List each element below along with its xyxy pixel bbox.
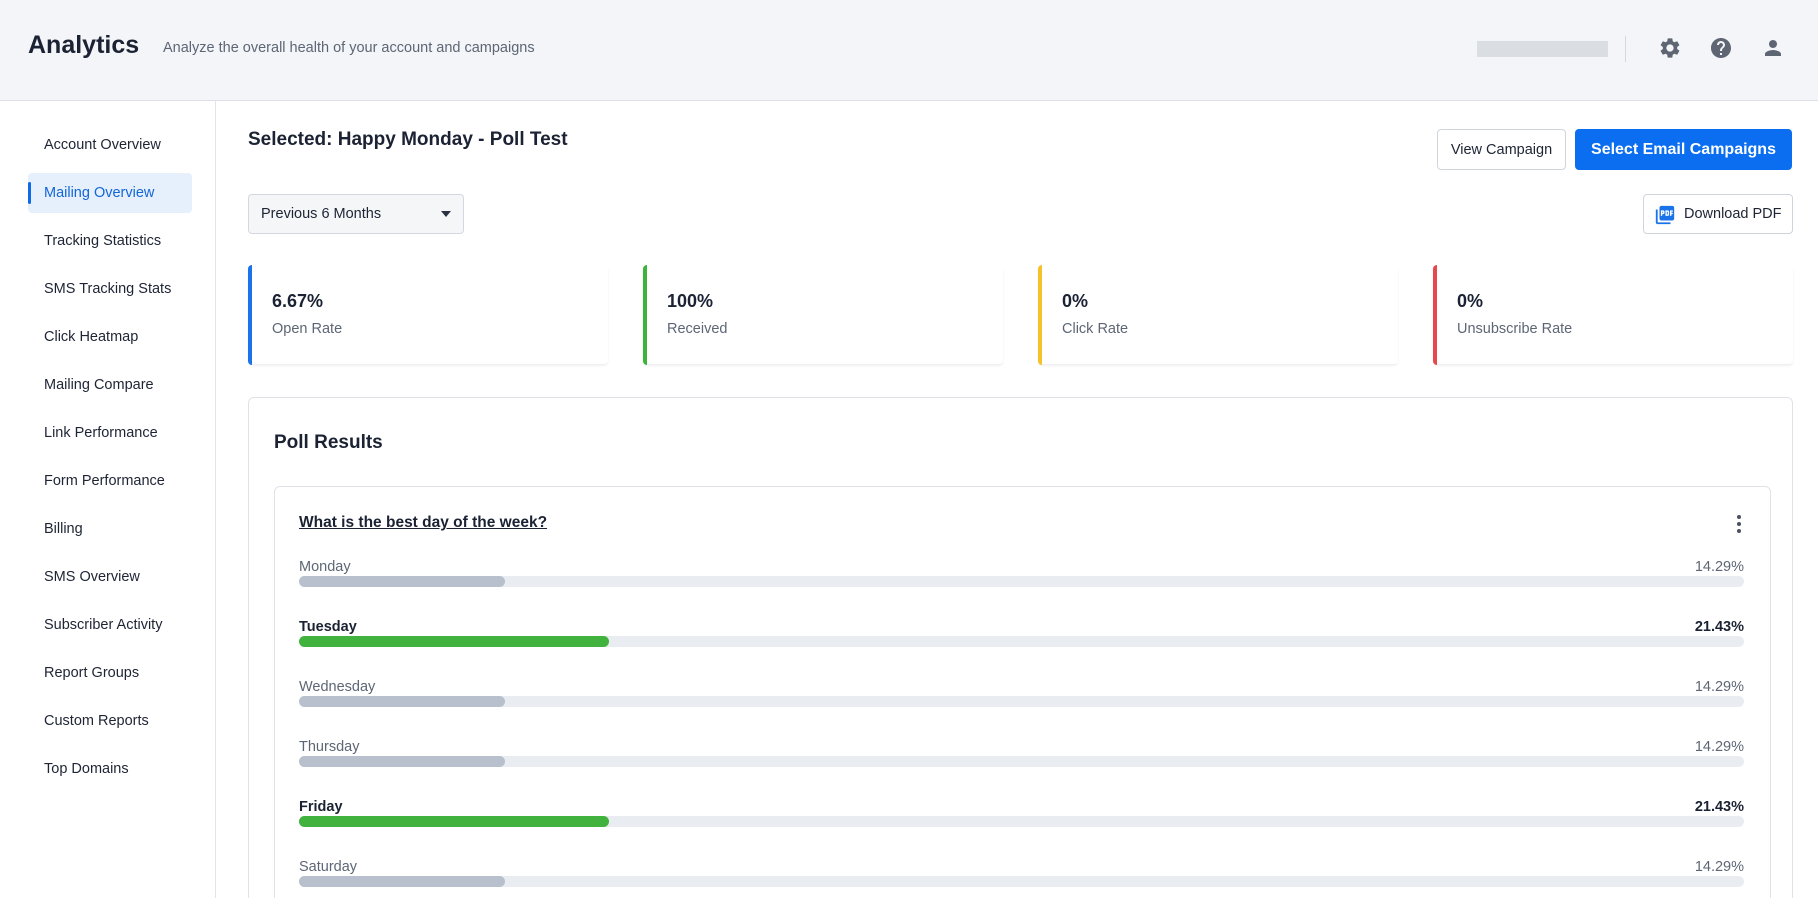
poll-option-label: Monday [299, 559, 351, 575]
period-select-value: Previous 6 Months [261, 206, 382, 222]
poll-option-percent: 14.29% [1694, 859, 1744, 875]
poll-option-track [299, 636, 1744, 647]
stat-card-click-rate: 0% Click Rate [1038, 265, 1398, 365]
sidebar-item-form-performance[interactable]: Form Performance [44, 473, 165, 489]
sidebar-item-report-groups[interactable]: Report Groups [44, 665, 140, 681]
stat-accent-bar [248, 265, 252, 365]
poll-option-track [299, 756, 1744, 767]
caret-down-icon [441, 211, 451, 217]
sidebar-item-sms-overview[interactable]: SMS Overview [44, 569, 140, 585]
poll-option-percent: 14.29% [1694, 739, 1744, 755]
poll-option-row: Friday 21.43% [299, 799, 1744, 845]
poll-results-panel: Poll Results What is the best day of the… [248, 397, 1793, 898]
sidebar-item-account-overview[interactable]: Account Overview [44, 137, 161, 153]
sidebar-item-billing[interactable]: Billing [44, 521, 83, 537]
poll-option-percent: 21.43% [1694, 799, 1744, 815]
poll-option-track [299, 816, 1744, 827]
poll-option-row: Tuesday 21.43% [299, 619, 1744, 665]
stat-label: Open Rate [272, 321, 343, 337]
poll-option-track [299, 576, 1744, 587]
sidebar-nav: Account Overview Mailing Overview Tracki… [0, 101, 216, 898]
sidebar-item-link-performance[interactable]: Link Performance [44, 425, 158, 441]
stat-card-unsubscribe-rate: 0% Unsubscribe Rate [1433, 265, 1793, 365]
poll-option-fill [299, 636, 609, 647]
stat-label: Click Rate [1062, 321, 1129, 337]
gear-icon[interactable] [1658, 36, 1682, 60]
sidebar-item-sms-tracking-stats[interactable]: SMS Tracking Stats [44, 281, 172, 297]
help-icon[interactable] [1709, 36, 1733, 60]
sidebar-item-click-heatmap[interactable]: Click Heatmap [44, 329, 139, 345]
poll-option-row: Monday 14.29% [299, 559, 1744, 605]
stat-label: Unsubscribe Rate [1457, 321, 1573, 337]
stat-card-open-rate: 6.67% Open Rate [248, 265, 608, 365]
sidebar-item-subscriber-activity[interactable]: Subscriber Activity [44, 617, 163, 633]
poll-option-fill [299, 576, 506, 587]
download-pdf-label: Download PDF [1684, 206, 1782, 222]
poll-option-percent: 14.29% [1694, 559, 1744, 575]
app-title: Analytics [28, 31, 140, 59]
stat-accent-bar [1433, 265, 1437, 365]
poll-results-heading: Poll Results [274, 432, 383, 453]
sidebar-item-mailing-overview[interactable]: Mailing Overview [28, 173, 192, 213]
topbar-divider [1625, 36, 1626, 62]
stat-value: 100% [667, 291, 714, 311]
poll-option-fill [299, 816, 609, 827]
user-icon[interactable] [1761, 36, 1785, 60]
poll-option-percent: 14.29% [1694, 679, 1744, 695]
sidebar-item-tracking-statistics[interactable]: Tracking Statistics [44, 233, 162, 249]
app-subtitle: Analyze the overall health of your accou… [163, 40, 535, 56]
poll-option-fill [299, 756, 506, 767]
stat-value: 0% [1062, 291, 1089, 311]
select-email-campaigns-button[interactable]: Select Email Campaigns [1575, 129, 1792, 170]
stat-accent-bar [1038, 265, 1042, 365]
poll-option-label: Thursday [299, 739, 360, 755]
stat-value: 0% [1457, 291, 1484, 311]
poll-option-fill [299, 876, 506, 887]
pdf-file-icon [1654, 204, 1676, 226]
sidebar-item-mailing-compare[interactable]: Mailing Compare [44, 377, 154, 393]
top-bar: Analytics Analyze the overall health of … [0, 0, 1818, 101]
stat-card-received: 100% Received [643, 265, 1003, 365]
poll-option-label: Friday [299, 799, 343, 815]
sidebar-item-top-domains[interactable]: Top Domains [44, 761, 129, 777]
stat-label: Received [667, 321, 728, 337]
more-options-icon[interactable] [1729, 513, 1749, 535]
poll-question-link[interactable]: What is the best day of the week? [299, 514, 548, 531]
poll-option-label: Wednesday [299, 679, 376, 695]
account-name-placeholder [1477, 41, 1608, 57]
poll-option-row: Saturday 14.29% [299, 859, 1744, 898]
poll-option-track [299, 696, 1744, 707]
view-campaign-button[interactable]: View Campaign [1437, 129, 1566, 170]
main-content: Selected: Happy Monday - Poll Test View … [216, 101, 1818, 898]
poll-question-card: What is the best day of the week? Monday… [274, 486, 1771, 898]
poll-option-percent: 21.43% [1694, 619, 1744, 635]
download-pdf-button[interactable]: Download PDF [1643, 194, 1793, 234]
sidebar-item-custom-reports[interactable]: Custom Reports [44, 713, 149, 729]
poll-option-fill [299, 696, 506, 707]
poll-option-label: Tuesday [299, 619, 357, 635]
poll-option-label: Saturday [299, 859, 358, 875]
poll-option-row: Wednesday 14.29% [299, 679, 1744, 725]
stat-accent-bar [643, 265, 647, 365]
stat-value: 6.67% [272, 291, 324, 311]
poll-option-track [299, 876, 1744, 887]
period-select[interactable]: Previous 6 Months [248, 194, 464, 234]
page-title: Selected: Happy Monday - Poll Test [248, 129, 568, 150]
poll-option-row: Thursday 14.29% [299, 739, 1744, 785]
